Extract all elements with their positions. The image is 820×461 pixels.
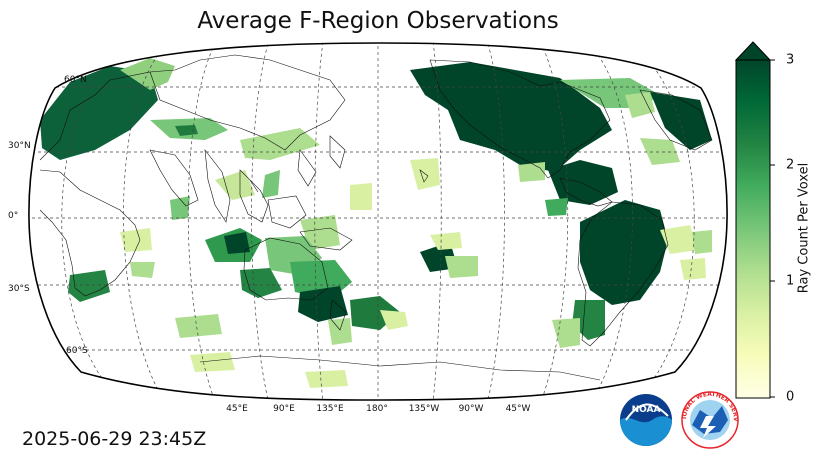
graticule: [28, 43, 728, 400]
coastlines: [39, 54, 713, 381]
timestamp: 2025-06-29 23:45Z: [22, 428, 207, 450]
lon-label-135e: 135°E: [316, 404, 344, 414]
lat-label-30n: 30°N: [8, 141, 31, 151]
lat-label-60n: 60°N: [64, 75, 87, 85]
globe-outline: [28, 42, 728, 401]
colorbar-tick-label: 1: [786, 273, 795, 289]
colorbar-tick-label: 3: [786, 52, 795, 68]
lat-label-0: 0°: [8, 211, 19, 221]
lon-label-45e: 45°E: [226, 404, 248, 414]
colorbar-extend-arrow: [734, 41, 772, 61]
lon-label-90w: 90°W: [458, 404, 484, 414]
lon-label-135w: 135°W: [408, 404, 440, 414]
noaa-logo: NOAA: [620, 394, 672, 446]
lon-label-45w: 45°W: [505, 404, 531, 414]
map-title: Average F-Region Observations: [197, 8, 559, 34]
colorbar: [734, 41, 775, 399]
noaa-logo-text: NOAA: [632, 405, 661, 415]
colorbar-tick-label: 2: [786, 157, 795, 173]
lat-label-30s: 30°S: [8, 284, 30, 294]
lat-label-60s: 60°S: [66, 346, 88, 356]
colorbar-gradient: [735, 59, 771, 399]
lon-label-180: 180°: [366, 404, 388, 414]
colorbar-tick-label: 0: [786, 389, 795, 405]
colorbar-label: Ray Count Per Voxel: [796, 162, 812, 294]
lon-label-90e: 90°E: [273, 404, 295, 414]
